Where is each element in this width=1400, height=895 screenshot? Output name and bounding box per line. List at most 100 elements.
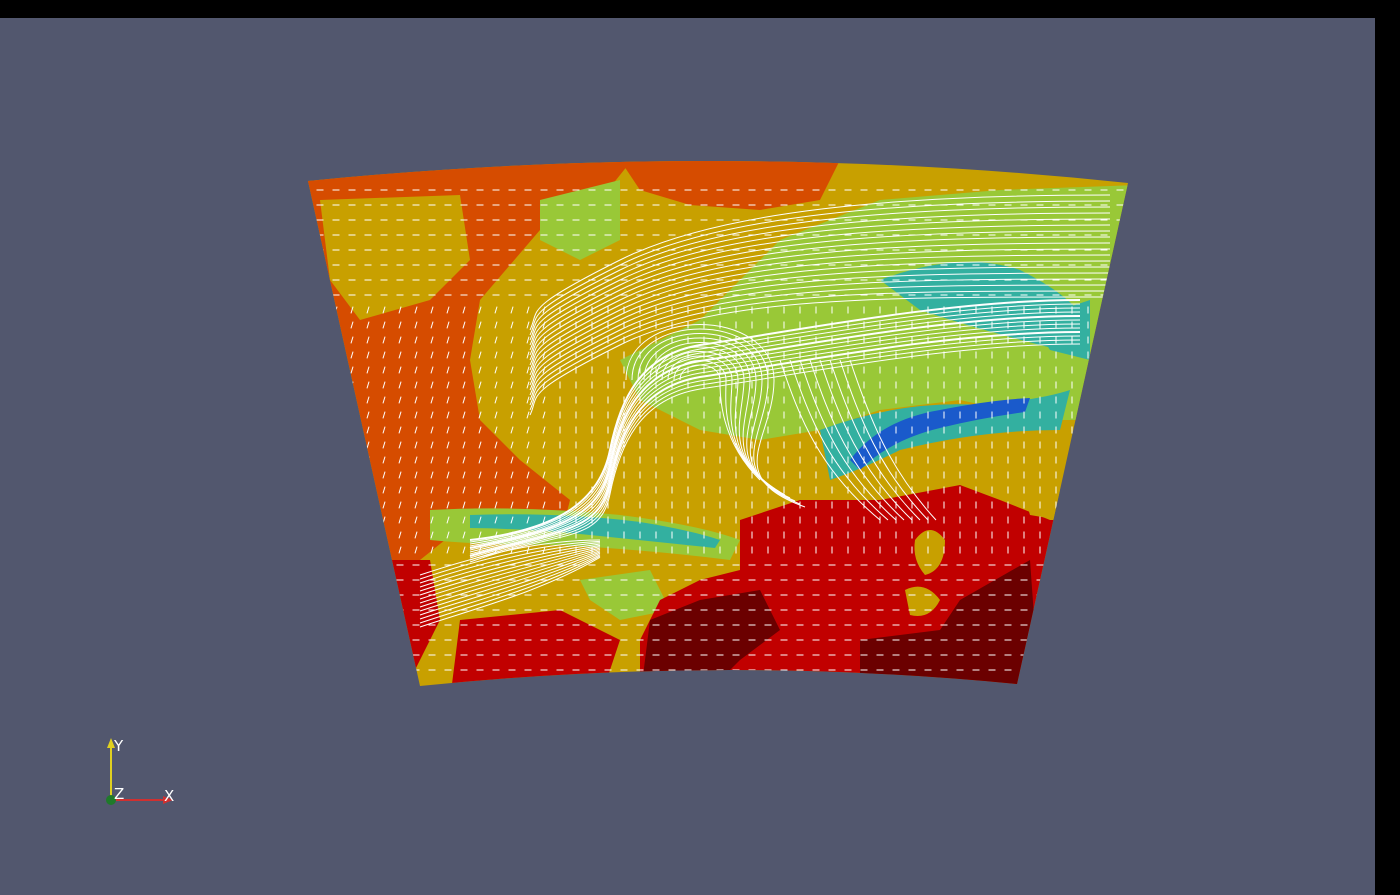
streamline — [655, 346, 781, 493]
velocity-glyph — [318, 531, 322, 539]
streamline — [419, 544, 601, 592]
velocity-glyph — [334, 471, 338, 479]
streamline — [419, 546, 601, 596]
streamline — [529, 200, 1111, 336]
velocity-glyph — [350, 366, 354, 374]
velocity-glyph — [446, 441, 450, 449]
streamline — [529, 206, 1111, 341]
velocity-glyph — [510, 441, 514, 449]
velocity-glyph — [350, 441, 354, 449]
velocity-glyph — [494, 426, 498, 434]
velocity-glyph — [334, 321, 338, 329]
streamline — [779, 359, 881, 521]
scalar-field-surface — [308, 160, 1128, 686]
streamline — [419, 548, 601, 604]
velocity-glyph — [526, 516, 530, 524]
velocity-glyph — [478, 321, 482, 329]
velocity-glyph — [430, 381, 434, 389]
velocity-glyph — [462, 336, 466, 344]
velocity-glyph — [414, 381, 418, 389]
velocity-glyph — [334, 381, 338, 389]
rendered-scene[interactable] — [0, 18, 1375, 895]
velocity-glyph — [526, 486, 530, 494]
velocity-glyph — [318, 471, 322, 479]
velocity-glyph — [398, 381, 402, 389]
velocity-glyph — [526, 381, 530, 389]
streamline — [529, 218, 1111, 351]
velocity-glyph — [350, 531, 354, 539]
velocity-glyph — [350, 306, 354, 314]
render-viewport[interactable]: Y Z X — [0, 18, 1375, 895]
velocity-glyph — [334, 516, 338, 524]
velocity-glyph — [510, 321, 514, 329]
velocity-glyph — [430, 351, 434, 359]
velocity-glyph — [414, 336, 418, 344]
velocity-glyph — [318, 411, 322, 419]
streamline — [529, 266, 1111, 391]
velocity-glyph — [414, 471, 418, 479]
velocity-glyph — [462, 411, 466, 419]
velocity-glyph — [526, 411, 530, 419]
velocity-glyph — [494, 471, 498, 479]
x-axis-arrow — [163, 796, 173, 804]
velocity-glyph — [510, 366, 514, 374]
velocity-glyph — [446, 321, 450, 329]
streamline — [419, 555, 601, 624]
velocity-glyph — [446, 426, 450, 434]
velocity-glyph — [318, 486, 322, 494]
velocity-glyph — [350, 426, 354, 434]
velocity-glyph — [526, 501, 530, 509]
velocity-glyph — [382, 456, 386, 464]
velocity-glyph — [526, 441, 530, 449]
velocity-glyph — [366, 456, 370, 464]
velocity-glyph — [334, 546, 338, 554]
streamline — [529, 236, 1111, 366]
streamline — [529, 194, 1111, 331]
velocity-glyph — [382, 381, 386, 389]
streamline — [469, 343, 1081, 563]
velocity-glyph — [462, 381, 466, 389]
velocity-glyph — [430, 426, 434, 434]
velocity-glyph — [318, 501, 322, 509]
velocity-glyph — [478, 531, 482, 539]
velocity-glyph — [526, 456, 530, 464]
streamline — [625, 324, 806, 508]
streamline — [799, 359, 897, 521]
velocity-glyph — [478, 351, 482, 359]
velocity-glyph — [494, 441, 498, 449]
velocity-glyph — [366, 426, 370, 434]
velocity-glyph — [398, 306, 402, 314]
velocity-glyph — [462, 441, 466, 449]
velocity-glyph — [318, 441, 322, 449]
velocity-glyph — [414, 456, 418, 464]
velocity-glyph — [398, 336, 402, 344]
velocity-glyph — [318, 516, 322, 524]
streamline — [419, 552, 601, 616]
velocity-glyph — [350, 351, 354, 359]
velocity-glyph — [382, 426, 386, 434]
velocity-glyph — [318, 366, 322, 374]
streamline — [529, 296, 1111, 416]
velocity-glyph — [462, 351, 466, 359]
velocity-glyph — [366, 381, 370, 389]
velocity-glyph — [334, 426, 338, 434]
streamline — [529, 224, 1111, 356]
velocity-glyph — [398, 486, 402, 494]
velocity-glyph — [334, 411, 338, 419]
velocity-glyph — [478, 501, 482, 509]
velocity-glyph — [398, 456, 402, 464]
velocity-glyph — [478, 456, 482, 464]
velocity-glyph — [462, 396, 466, 404]
streamline — [419, 554, 601, 620]
orientation-axes-widget: Y Z X — [106, 737, 174, 805]
velocity-glyph — [382, 441, 386, 449]
velocity-glyph — [414, 351, 418, 359]
velocity-glyph — [414, 531, 418, 539]
streamline — [529, 248, 1111, 376]
velocity-glyph — [526, 321, 530, 329]
velocity-glyph — [382, 306, 386, 314]
streamline — [469, 323, 1081, 553]
streamline — [529, 290, 1111, 411]
velocity-glyph — [510, 411, 514, 419]
streamline — [469, 311, 1081, 547]
